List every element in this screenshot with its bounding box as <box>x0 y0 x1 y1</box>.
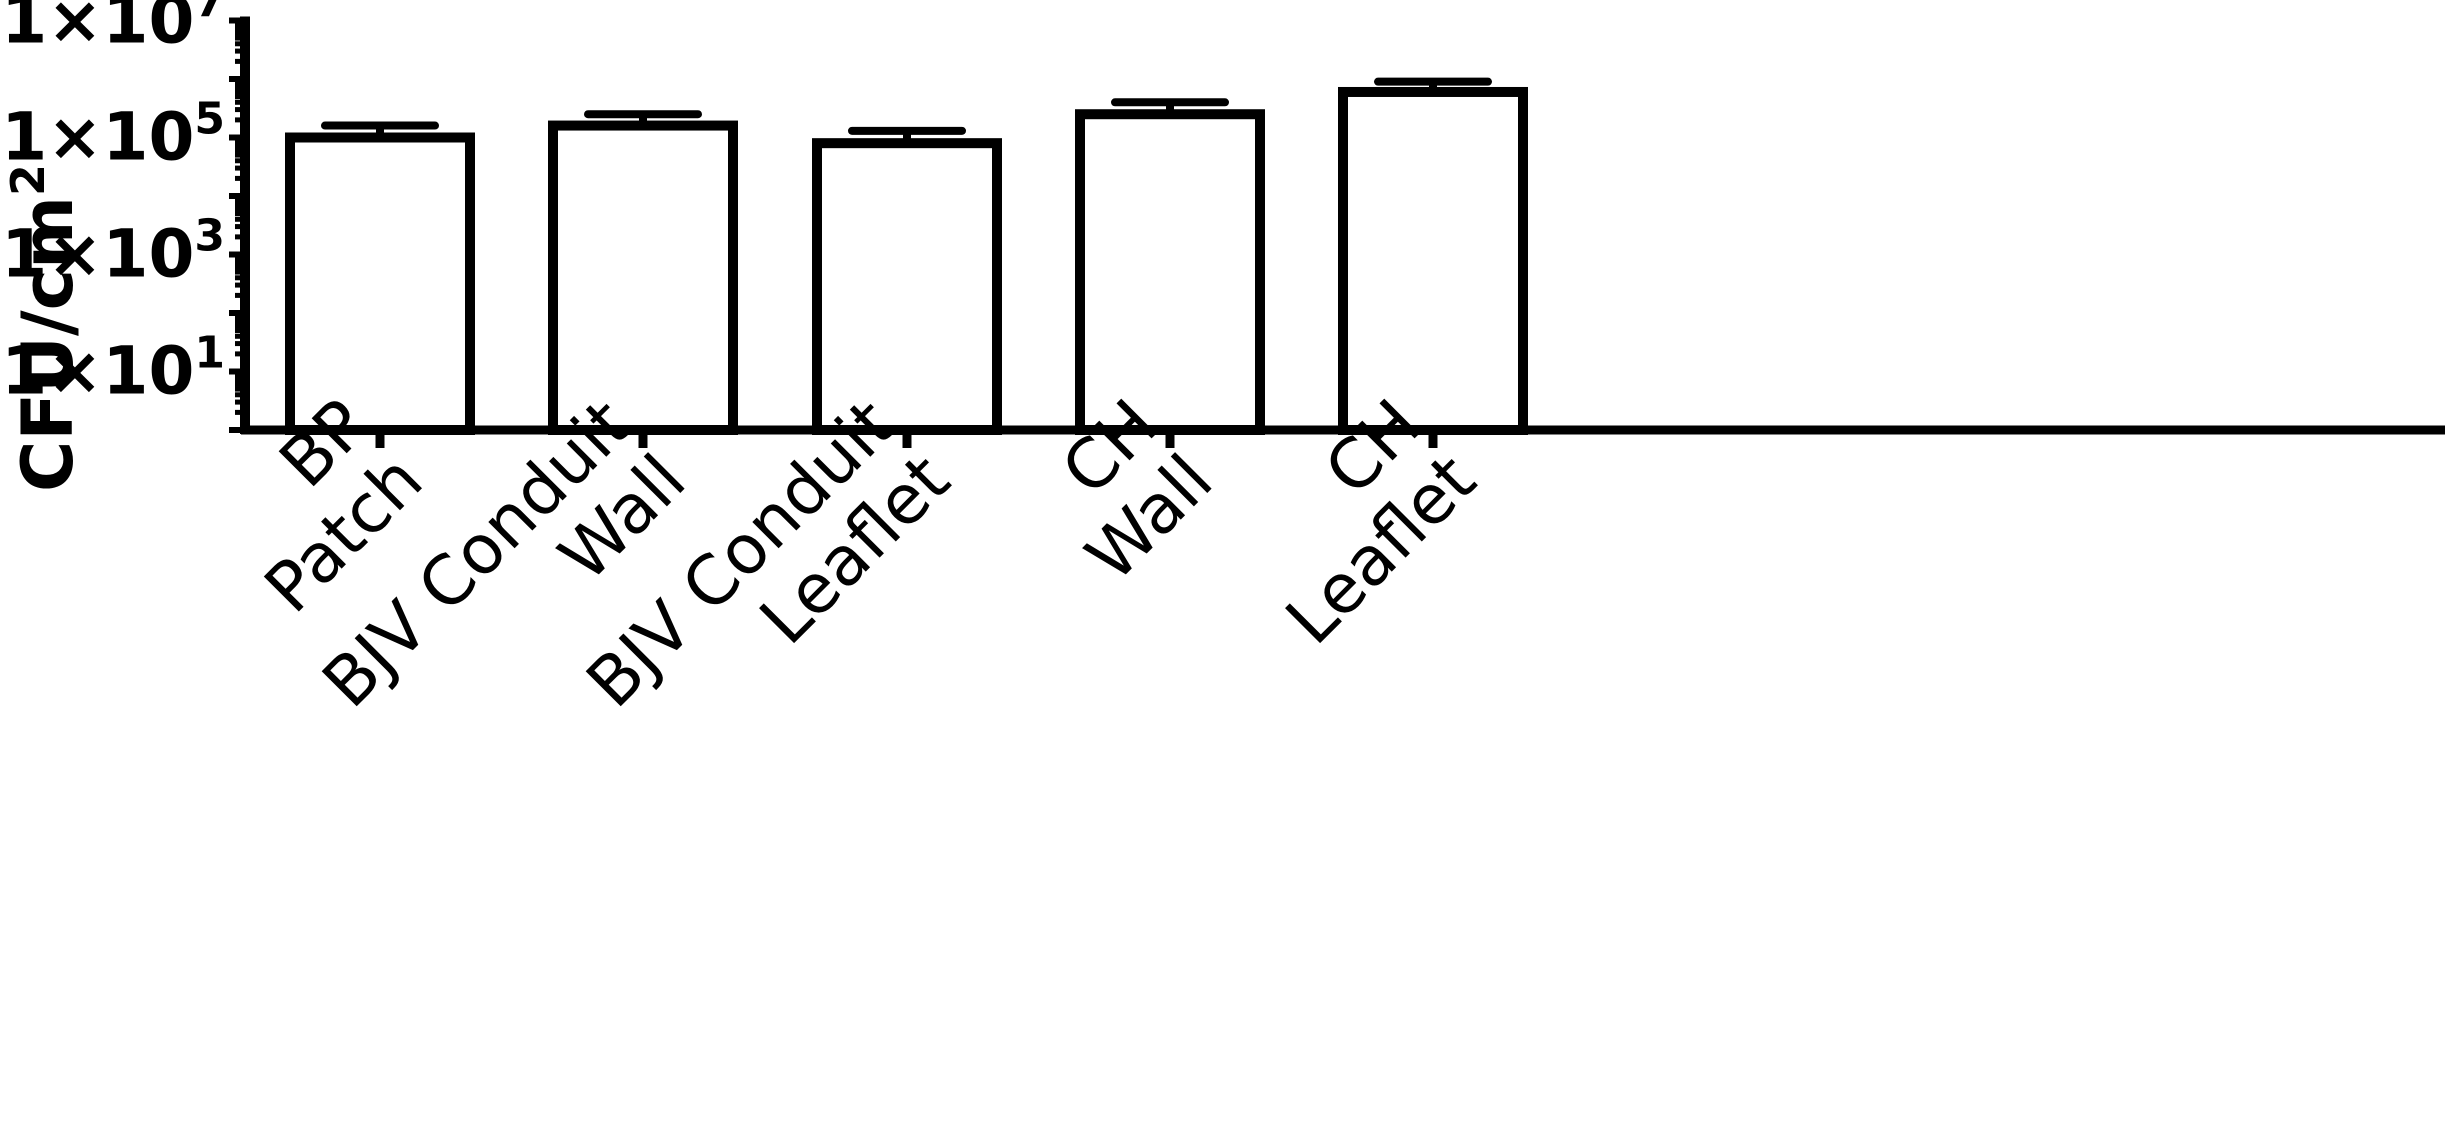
y-axis-tick-labels: 1×101 1×103 1×105 1×107 <box>1 0 225 410</box>
y-tick-label: 1×103 <box>1 211 225 293</box>
bar <box>1338 86 1528 435</box>
y-tick-label: 1×105 <box>1 94 225 176</box>
bar <box>812 138 1002 435</box>
y-axis-title-superscript: 2 <box>1 164 55 196</box>
y-axis-title: CFU/cm2 <box>1 164 89 492</box>
bar <box>548 120 738 435</box>
y-tick-label: 1×107 <box>1 0 225 59</box>
bar <box>1075 109 1265 435</box>
x-axis-ticks <box>375 430 1438 448</box>
bar <box>285 132 475 435</box>
bars <box>285 86 1528 435</box>
svg-text:CFU/cm2: CFU/cm2 <box>1 164 89 492</box>
y-axis-ticks <box>229 17 245 433</box>
y-tick-label: 1×101 <box>1 328 225 410</box>
y-axis-title-base: CFU/cm <box>7 196 89 492</box>
error-bars <box>321 77 1492 144</box>
